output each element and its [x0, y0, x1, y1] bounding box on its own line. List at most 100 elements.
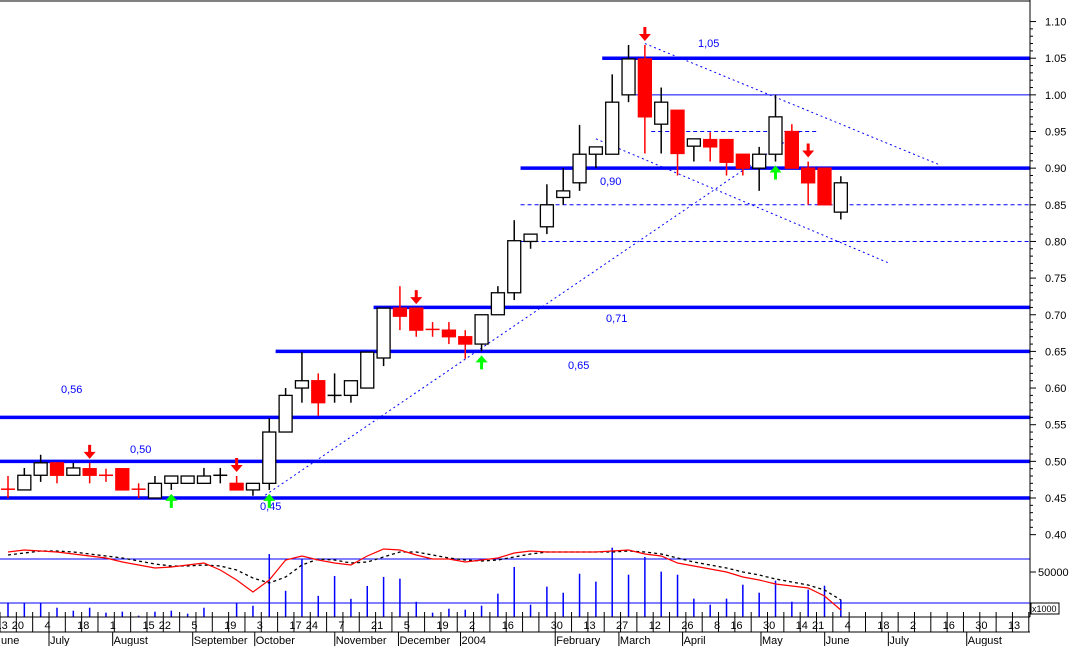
price-tick-label: 0.60: [1045, 383, 1066, 395]
level-label: 0,56: [61, 384, 82, 396]
candle: [98, 468, 113, 482]
candle-body: [621, 58, 636, 96]
candle: [833, 176, 848, 220]
candle-body: [343, 380, 359, 397]
candle: [245, 482, 261, 496]
day-label: 21: [812, 620, 824, 632]
price-tick-label: 0.80: [1045, 236, 1066, 248]
candle: [703, 132, 718, 162]
price-tick-label: 0.55: [1045, 420, 1066, 432]
candle-body: [523, 233, 538, 243]
candle-body: [66, 467, 81, 476]
candle-body: [833, 182, 848, 213]
month-label: 2004: [462, 635, 486, 646]
level-label: 1,05: [698, 38, 719, 50]
candle-body: [817, 167, 832, 206]
day-label: 13: [583, 620, 595, 632]
candle: [768, 94, 783, 162]
candle: [360, 351, 375, 389]
candle-body: [180, 475, 195, 484]
month-label: une: [1, 635, 19, 646]
month-label: October: [256, 635, 295, 646]
price-tick-label: 0.85: [1045, 200, 1066, 212]
candles: [1, 45, 848, 499]
candle: [311, 373, 326, 416]
candle-body: [229, 482, 244, 491]
candle-body: [262, 431, 277, 484]
candle: [621, 45, 636, 103]
candle: [229, 476, 244, 491]
buy-arrow-icon: [475, 355, 488, 370]
candle-body: [311, 380, 326, 404]
month-label: November: [336, 635, 387, 646]
day-label: 5: [191, 620, 197, 632]
candle: [735, 153, 750, 176]
candle-body: [17, 474, 32, 491]
level-label: 0,50: [130, 444, 151, 456]
candle-body: [458, 336, 473, 345]
day-label: 8: [714, 620, 720, 632]
buy-arrow-icon: [165, 493, 178, 508]
day-label: 18: [877, 620, 889, 632]
level-label: 0,65: [568, 360, 589, 372]
day-label: 15: [142, 620, 154, 632]
candle-body: [490, 292, 506, 316]
candle: [115, 468, 130, 491]
day-label: 19: [436, 620, 448, 632]
day-label: 12: [649, 620, 661, 632]
candle: [474, 314, 489, 352]
candle: [392, 286, 408, 331]
candle-body: [474, 314, 489, 345]
buy-arrow-icon: [263, 493, 276, 508]
day-label: 13: [1008, 620, 1020, 632]
price-tick-label: 0.95: [1045, 127, 1066, 139]
sell-arrow-icon: [638, 27, 651, 42]
day-label: 16: [943, 620, 955, 632]
level-label: 0,71: [606, 313, 627, 325]
price-tick-label: 0.50: [1045, 456, 1066, 468]
candle: [784, 124, 799, 169]
candle: [180, 475, 195, 484]
trendline: [260, 131, 801, 499]
candle: [654, 87, 669, 154]
candle-body: [115, 468, 130, 491]
candle: [458, 330, 473, 359]
month-label: April: [684, 635, 706, 646]
oscillator-slow-line: [7, 550, 842, 601]
level-label: 0,90: [600, 176, 621, 188]
month-label: July: [50, 635, 70, 646]
candle: [17, 467, 32, 491]
day-label: 20: [12, 620, 24, 632]
volume-unit-box: [1030, 602, 1060, 615]
month-label: December: [399, 635, 450, 646]
candle-body: [376, 307, 391, 359]
candle: [294, 352, 310, 403]
candle: [490, 286, 506, 316]
candle: [262, 418, 277, 490]
month-label: February: [556, 635, 601, 646]
candle: [539, 184, 555, 235]
candle-body: [245, 482, 261, 491]
day-label: 18: [77, 620, 89, 632]
candle-body: [278, 394, 293, 433]
candle-body: [801, 167, 816, 184]
candle-body: [735, 153, 750, 169]
candle-body: [294, 380, 310, 389]
candle-body: [82, 468, 97, 476]
day-label: 17: [289, 620, 301, 632]
volume-oscillator-pane: 50000 x1000: [0, 547, 1069, 617]
oscillator-fast-line: [7, 548, 842, 611]
sell-arrow-icon: [410, 290, 423, 305]
candle-body: [752, 153, 767, 169]
candle: [817, 167, 832, 206]
candle: [572, 124, 587, 191]
candle: [164, 475, 179, 490]
day-label: 16: [502, 620, 514, 632]
candle-body: [539, 204, 555, 228]
price-tick-label: 0.65: [1045, 346, 1066, 358]
candle: [801, 161, 816, 205]
day-label: 21: [371, 620, 383, 632]
candle-body: [49, 462, 65, 476]
